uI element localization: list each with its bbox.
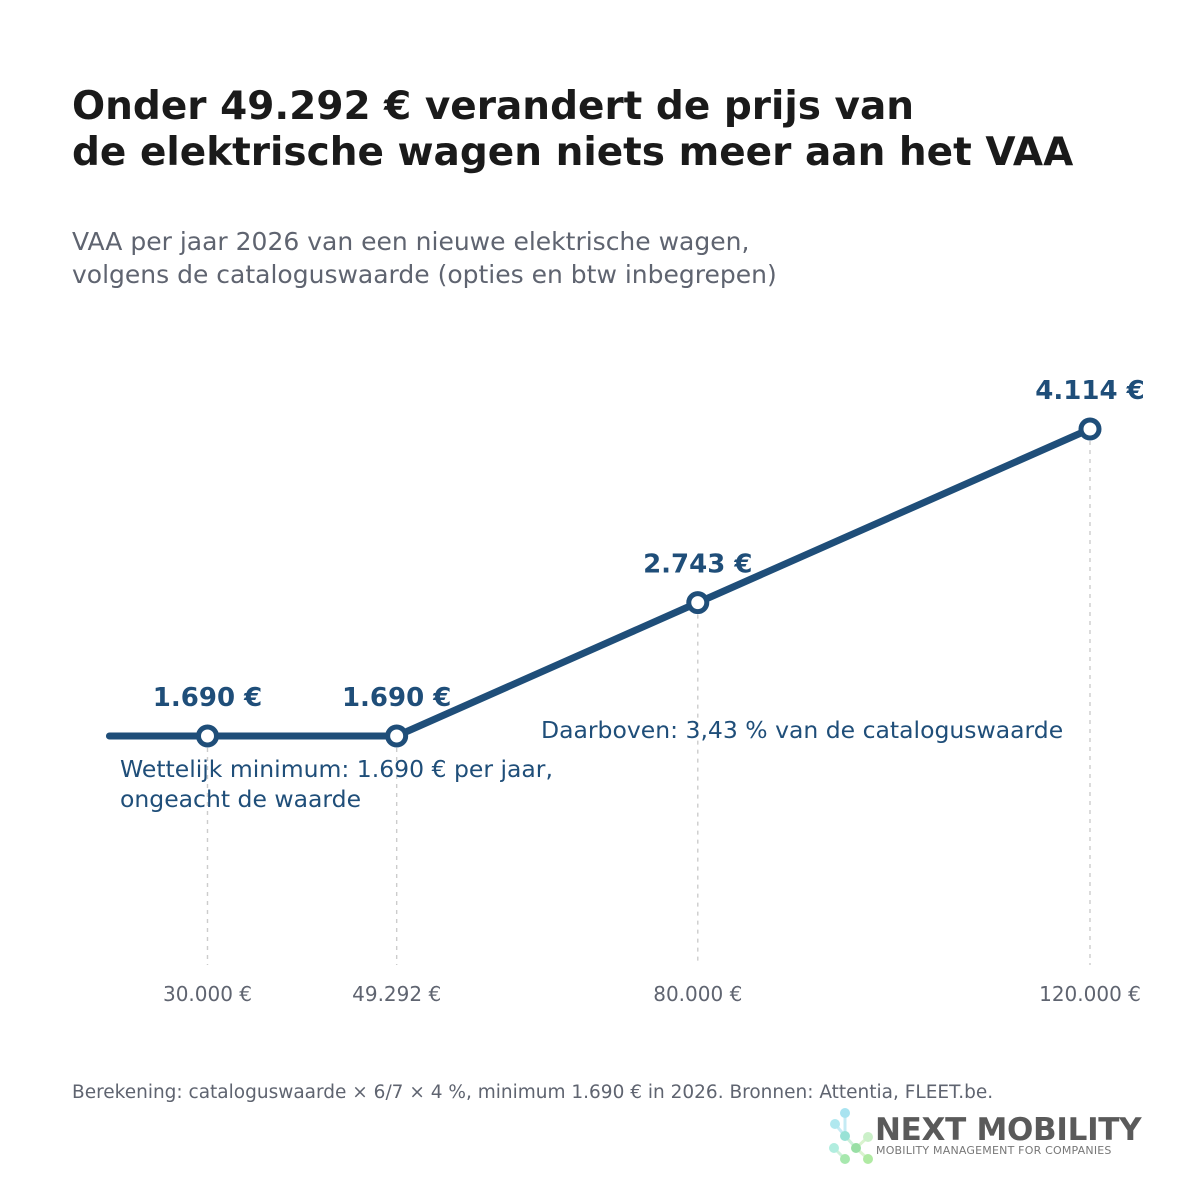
value-label-1: 1.690 €	[153, 683, 262, 713]
chart-subtitle: VAA per jaar 2026 van een nieuwe elektri…	[72, 225, 1152, 291]
annotation-above: Daarboven: 3,43 % van de cataloguswaarde	[541, 716, 1063, 744]
chart-title: Onder 49.292 € verandert de prijs van de…	[72, 84, 1152, 176]
value-label-4: 4.114 €	[1035, 376, 1144, 406]
point-marker-3	[686, 591, 710, 615]
x-tick-label-1: 30.000 €	[163, 982, 252, 1006]
footnote: Berekening: cataloguswaarde × 6/7 × 4 %,…	[72, 1082, 994, 1103]
brand-logo: NEXT MOBILITY MOBILITY MANAGEMENT FOR CO…	[826, 1106, 1146, 1166]
annotation-minimum-line-2: ongeacht de waarde	[120, 785, 361, 813]
annotation-minimum-line-1: Wettelijk minimum: 1.690 € per jaar,	[120, 755, 553, 783]
brand-name: NEXT MOBILITY	[875, 1112, 1142, 1148]
x-tick-label-2: 49.292 €	[352, 982, 441, 1006]
brand-tagline: MOBILITY MANAGEMENT FOR COMPANIES	[876, 1144, 1112, 1157]
point-marker-4	[1078, 417, 1102, 441]
x-tick-label-3: 80.000 €	[653, 982, 742, 1006]
annotation-minimum: Wettelijk minimum: 1.690 € per jaar, onge…	[120, 755, 553, 813]
chart-subtitle-line-2: volgens de cataloguswaarde (opties en bt…	[72, 260, 777, 289]
x-tick-label-4: 120.000 €	[1039, 982, 1141, 1006]
molecule-logo-icon	[829, 1108, 873, 1164]
chart-title-line-1: Onder 49.292 € verandert de prijs van	[72, 84, 915, 129]
value-label-3: 2.743 €	[643, 550, 752, 580]
value-label-2: 1.690 €	[342, 683, 451, 713]
point-marker-1	[196, 724, 219, 748]
point-marker-2	[385, 724, 409, 748]
chart-subtitle-line-1: VAA per jaar 2026 van een nieuwe elektri…	[72, 227, 750, 256]
chart-title-line-2: de elektrische wagen niets meer aan het …	[72, 130, 1074, 175]
